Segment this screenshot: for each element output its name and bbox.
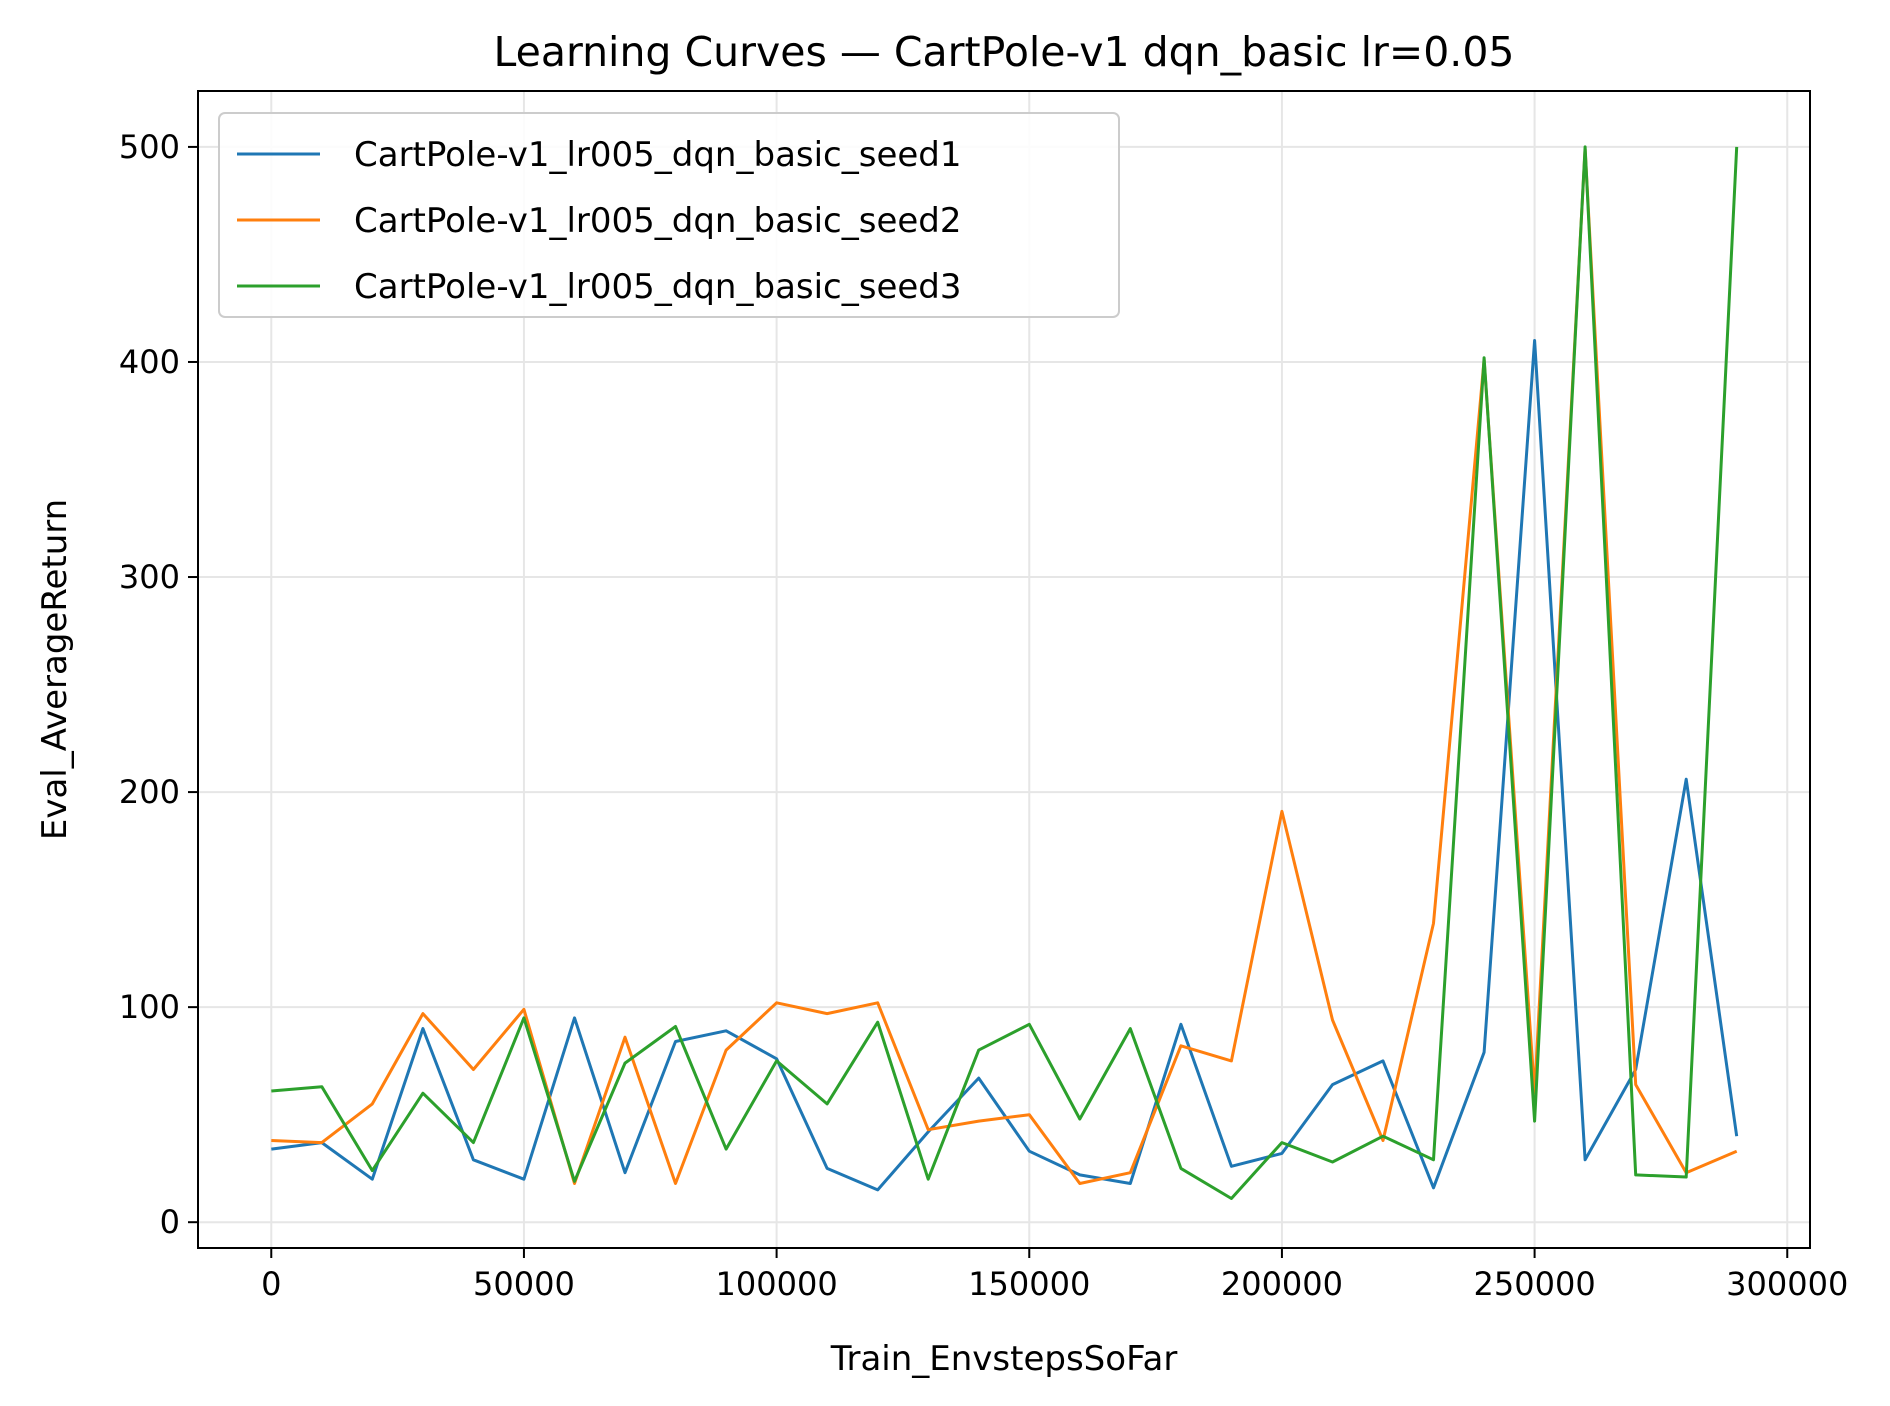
x-tick-label: 200000	[1221, 1265, 1343, 1303]
series-lines	[271, 145, 1739, 1200]
x-tick-label: 50000	[473, 1265, 575, 1303]
y-tick-label: 500	[119, 128, 180, 166]
axis-ticks: 0 50000 100000 150000 200000 250000 300000 0 100…	[119, 128, 1848, 1303]
x-tick-label: 300000	[1726, 1265, 1848, 1303]
series-line-seed1	[271, 339, 1739, 1192]
x-tick-label: 150000	[968, 1265, 1090, 1303]
y-axis-title: Eval_AverageReturn	[35, 499, 75, 840]
chart-title: Learning Curves — CartPole-v1 dqn_basic …	[493, 28, 1514, 76]
plot-area-frame	[197, 90, 1811, 1249]
y-tick-label: 100	[119, 988, 180, 1026]
x-tick-label: 0	[261, 1265, 281, 1303]
x-tick-label: 250000	[1474, 1265, 1596, 1303]
y-tick-label: 200	[119, 773, 180, 811]
x-axis-title: Train_EnvstepsSoFar	[830, 1339, 1178, 1379]
series-line-seed3	[271, 145, 1739, 1200]
y-tick-label: 400	[119, 343, 180, 381]
legend-label-seed1: CartPole-v1_lr005_dqn_basic_seed1	[354, 135, 962, 175]
legend-box	[218, 112, 1120, 318]
legend-label-seed2: CartPole-v1_lr005_dqn_basic_seed2	[354, 201, 962, 241]
legend-label-seed3: CartPole-v1_lr005_dqn_basic_seed3	[354, 267, 962, 307]
y-tick-label: 0	[160, 1203, 180, 1241]
y-tick-label: 300	[119, 558, 180, 596]
legend: CartPole-v1_lr005_dqn_basic_seed1 CartPol…	[218, 112, 1120, 318]
x-tick-label: 100000	[716, 1265, 838, 1303]
